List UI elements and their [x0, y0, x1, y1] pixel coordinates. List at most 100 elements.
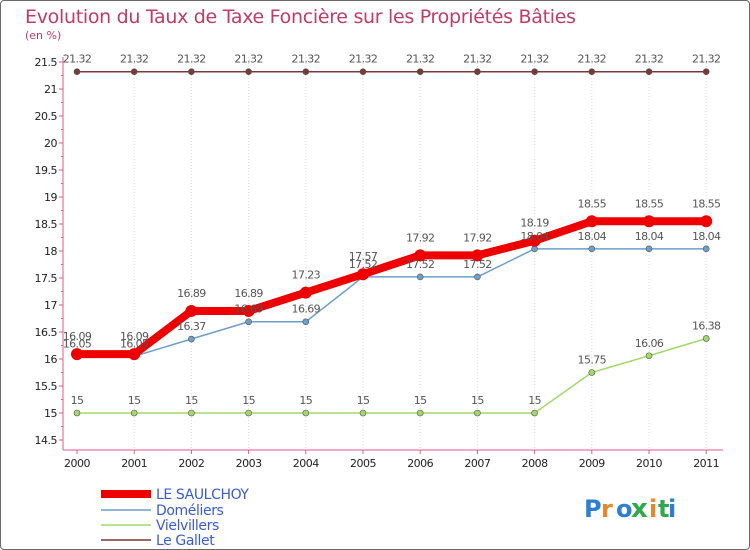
x-tick-label: 2010 — [636, 457, 662, 470]
data-label: 21.32 — [635, 53, 664, 66]
data-point — [416, 273, 424, 281]
brand-letter: t — [658, 495, 669, 523]
data-point — [359, 409, 367, 417]
x-tick-label: 2000 — [64, 457, 90, 470]
data-point — [531, 409, 538, 417]
data-point — [188, 68, 195, 76]
data-point — [188, 335, 195, 343]
data-label: 16.69 — [234, 303, 263, 316]
x-tick-label: 2008 — [522, 457, 548, 470]
data-point — [245, 68, 252, 76]
data-label: 18.55 — [635, 197, 664, 210]
data-label: 21.32 — [349, 53, 378, 66]
brand-letter: i — [649, 495, 657, 523]
data-label: 18.04 — [520, 230, 549, 243]
data-label: 15 — [414, 394, 427, 407]
data-point — [130, 409, 138, 417]
y-tick-label: 15.5 — [35, 380, 58, 393]
data-point — [588, 245, 596, 253]
data-label: 16.05 — [63, 337, 92, 350]
x-tick-label: 2006 — [407, 457, 433, 470]
data-label: 17.52 — [349, 258, 378, 271]
legend-label: Le Gallet — [156, 533, 215, 549]
data-point — [643, 215, 655, 228]
x-tick-label: 2002 — [178, 457, 204, 470]
data-point — [645, 245, 653, 253]
data-label: 16.89 — [234, 287, 263, 300]
y-tick-label: 17 — [44, 299, 57, 312]
y-tick-label: 19.5 — [35, 164, 58, 177]
data-label: 15 — [528, 394, 541, 407]
data-label: 18.55 — [578, 197, 607, 210]
data-label: 16.06 — [635, 337, 664, 350]
data-point — [416, 409, 424, 417]
data-label: 15 — [242, 394, 255, 407]
brand-letter: i — [668, 495, 676, 523]
x-tick-label: 2007 — [464, 457, 490, 470]
data-label: 16.38 — [692, 319, 721, 332]
series-line-vielvillers — [76, 337, 707, 414]
legend-label: Doméliers — [156, 503, 224, 519]
x-tick-label: 2003 — [236, 457, 262, 470]
data-point — [302, 318, 310, 326]
data-label: 17.92 — [406, 231, 435, 244]
data-point — [645, 68, 653, 76]
y-tick-label: 15 — [44, 407, 57, 420]
data-point — [130, 68, 138, 76]
data-label: 18.04 — [692, 230, 721, 243]
data-point — [71, 348, 83, 361]
data-point — [299, 286, 312, 299]
x-tick-label: 2004 — [293, 457, 319, 470]
data-point — [528, 234, 541, 247]
data-label: 15 — [128, 394, 141, 407]
data-point — [645, 352, 653, 360]
data-label: 21.32 — [63, 53, 92, 66]
brand-letter: x — [631, 494, 648, 524]
legend-label: Vielvillers — [156, 518, 219, 534]
data-point — [531, 68, 538, 76]
x-tick-label: 2005 — [350, 457, 376, 470]
x-tick-label: 2011 — [693, 457, 719, 470]
data-point — [245, 318, 252, 326]
data-point — [73, 409, 81, 417]
data-point — [588, 68, 596, 76]
data-label: 21.32 — [463, 53, 492, 66]
data-point — [245, 409, 252, 417]
data-labels: 21.32 21.32 21.32 21.32 21.32 21.32 21.32 21.32… — [63, 53, 722, 407]
data-label: 17.23 — [292, 269, 321, 282]
y-tick-label: 18.5 — [35, 218, 58, 231]
data-point — [700, 215, 713, 228]
data-label: 15 — [357, 394, 370, 407]
data-label: 15 — [71, 394, 84, 407]
data-label: 18.04 — [635, 230, 664, 243]
data-label: 15 — [185, 394, 198, 407]
data-label: 21.32 — [692, 53, 721, 66]
data-label: 21.32 — [578, 53, 607, 66]
data-label: 17.57 — [349, 250, 378, 263]
data-label: 16.05 — [120, 337, 149, 350]
data-label: 21.32 — [234, 53, 263, 66]
series-line-doméliers — [76, 248, 707, 358]
y-axis-unit: (en %) — [25, 29, 62, 42]
brand-letter: o — [616, 495, 633, 523]
brand-letter: r — [601, 495, 613, 523]
data-label: 18.19 — [520, 217, 549, 230]
data-label: 21.32 — [177, 53, 206, 66]
data-label: 21.32 — [120, 53, 149, 66]
x-tick-label: 2001 — [121, 457, 147, 470]
x-tick-label: 2009 — [579, 457, 605, 470]
data-label: 18.04 — [578, 230, 607, 243]
data-point — [357, 268, 369, 281]
y-tick-label: 19 — [44, 191, 57, 204]
series-line-le-saulchoy — [73, 217, 711, 359]
data-point — [416, 68, 424, 76]
data-label: 15 — [299, 394, 312, 407]
data-label: 15.75 — [578, 354, 607, 367]
data-label: 16.09 — [120, 330, 149, 343]
data-point — [474, 273, 481, 281]
data-label: 17.52 — [406, 258, 435, 271]
data-point — [702, 245, 710, 253]
data-point — [474, 409, 481, 417]
y-tick-label: 18 — [44, 245, 57, 258]
